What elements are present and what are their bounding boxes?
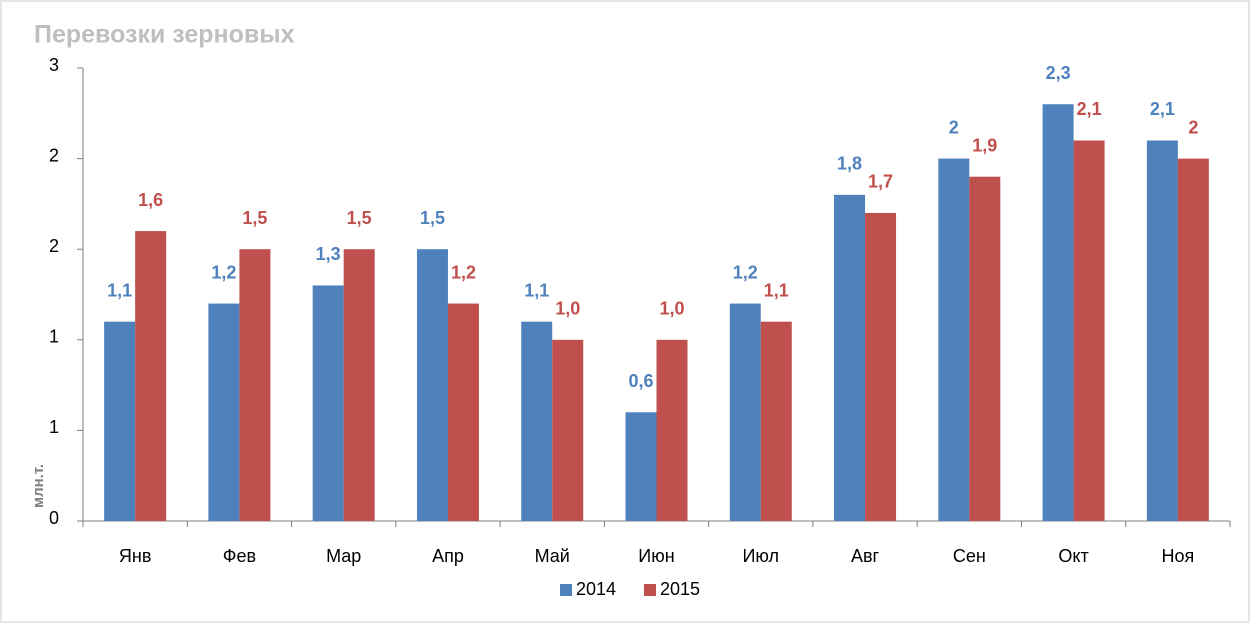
data-label: 1,1 — [524, 280, 549, 300]
legend-swatch — [644, 584, 656, 596]
bar — [1042, 104, 1074, 522]
data-label: 2,3 — [1046, 63, 1071, 83]
data-label: 2 — [1188, 117, 1198, 137]
bar — [521, 321, 553, 521]
bar — [938, 158, 970, 521]
chart-title: Перевозки зерновых — [34, 21, 295, 49]
data-label: 2,1 — [1150, 99, 1175, 119]
x-tick-label: Июл — [742, 546, 779, 566]
data-label: 1,2 — [733, 262, 758, 282]
bar — [834, 194, 866, 521]
y-tick-label: 3 — [49, 55, 59, 75]
data-label: 1,2 — [211, 262, 236, 282]
y-tick-label: 2 — [49, 236, 59, 256]
data-label: 1,3 — [316, 244, 341, 264]
bar — [656, 339, 688, 521]
y-tick-label: 1 — [49, 327, 59, 347]
data-label: 1,5 — [420, 208, 445, 228]
data-label: 1,2 — [451, 262, 476, 282]
data-label: 1,1 — [107, 280, 132, 300]
bar — [135, 231, 167, 521]
x-tick-label: Июн — [638, 546, 674, 566]
bar — [416, 249, 448, 521]
legend-label: 2014 — [576, 579, 616, 599]
x-tick-label: Фев — [223, 546, 256, 566]
x-tick-label: Май — [535, 546, 570, 566]
x-tick-label: Сен — [953, 546, 986, 566]
x-tick-label: Авг — [851, 546, 880, 566]
data-label: 1,5 — [347, 208, 372, 228]
bar — [625, 412, 657, 521]
bar — [1073, 140, 1105, 522]
data-label: 1,0 — [555, 299, 580, 319]
y-tick-label: 0 — [49, 508, 59, 528]
x-tick-label: Апр — [432, 546, 464, 566]
bar — [343, 249, 375, 521]
bar — [729, 303, 761, 521]
bar — [1146, 140, 1178, 522]
data-label: 1,6 — [138, 190, 163, 210]
y-axis-label: млн.т. — [30, 464, 47, 508]
y-tick-label: 1 — [49, 417, 59, 437]
data-label: 2 — [949, 117, 959, 137]
x-tick-label: Ноя — [1161, 546, 1194, 566]
bar — [865, 212, 897, 521]
bar — [447, 303, 479, 521]
bar — [312, 285, 344, 521]
x-tick-label: Окт — [1058, 546, 1088, 566]
y-tick-label: 2 — [49, 145, 59, 165]
bar — [969, 176, 1001, 521]
data-label: 1,1 — [764, 280, 789, 300]
bar — [760, 321, 792, 521]
bar — [208, 303, 240, 521]
x-tick-label: Янв — [119, 546, 152, 566]
data-label: 1,7 — [868, 172, 893, 192]
legend-label: 2015 — [660, 579, 700, 599]
bar — [552, 339, 584, 521]
x-tick-label: Мар — [326, 546, 361, 566]
data-label: 1,9 — [972, 135, 997, 155]
data-label: 2,1 — [1077, 99, 1102, 119]
legend-swatch — [560, 584, 572, 596]
data-label: 0,6 — [628, 371, 653, 391]
bar — [1177, 158, 1209, 521]
data-label: 1,8 — [837, 154, 862, 174]
data-label: 1,5 — [242, 208, 267, 228]
bar — [104, 321, 136, 521]
bar — [239, 249, 271, 521]
data-label: 1,0 — [659, 299, 684, 319]
